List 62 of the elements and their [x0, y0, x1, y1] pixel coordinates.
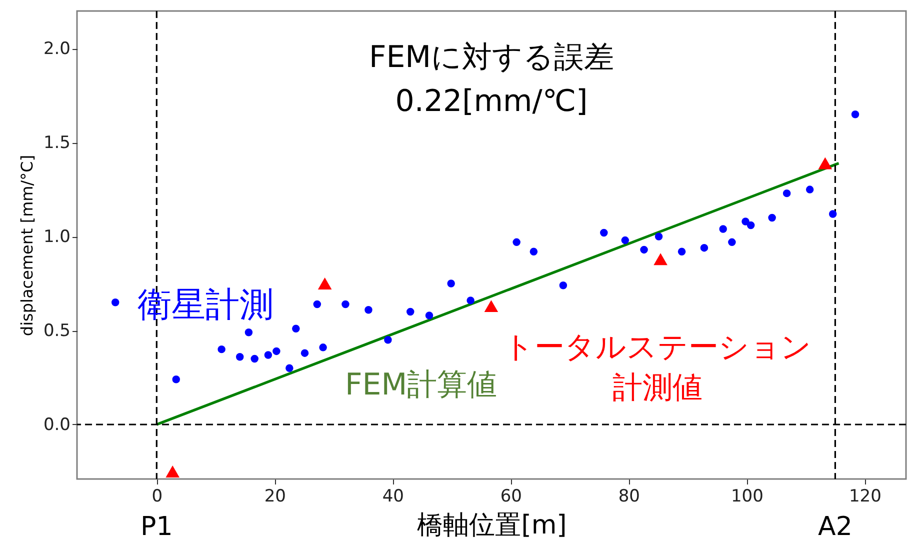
y-tick-label: 1.0 [43, 227, 70, 248]
point [319, 344, 327, 352]
point [244, 328, 253, 336]
x-tick-label: 20 [264, 486, 286, 506]
point [447, 280, 455, 288]
point [782, 189, 791, 198]
y-tick-label: 0.0 [43, 414, 70, 435]
point [425, 312, 434, 320]
point [621, 236, 630, 244]
point [300, 349, 309, 357]
point [313, 300, 322, 308]
point [292, 324, 300, 333]
point [364, 306, 372, 314]
point [111, 298, 120, 306]
point [530, 248, 538, 256]
x-axis-title: 橋軸位置[m] [417, 510, 567, 540]
point [654, 232, 663, 240]
point [384, 336, 392, 344]
point [828, 210, 837, 218]
point [806, 186, 814, 194]
x-tick-label: 0 [152, 486, 163, 506]
x-tick-label: 80 [618, 486, 640, 506]
point [286, 364, 294, 372]
y-axis-title: displacement [mm/°C] [17, 154, 36, 336]
x-tick-label: 120 [848, 486, 882, 506]
ref-line-label: P1 [140, 512, 173, 542]
point [272, 347, 280, 356]
x-tick-label: 100 [730, 486, 764, 506]
point [264, 351, 272, 359]
point [342, 300, 350, 308]
point [466, 296, 474, 304]
point [166, 466, 180, 478]
point [678, 248, 686, 256]
series-label: トータルステーション計測値 [503, 330, 812, 406]
point [728, 238, 736, 246]
y-tick-label: 2.0 [43, 39, 70, 60]
series-label: FEM計算値 [344, 367, 498, 402]
point [406, 308, 414, 316]
point [640, 246, 648, 254]
point [700, 244, 708, 252]
point [768, 214, 776, 222]
point [218, 345, 226, 354]
point [250, 354, 258, 363]
point [318, 278, 332, 290]
point [746, 221, 755, 230]
point [600, 228, 608, 237]
point [818, 157, 832, 170]
point [719, 225, 727, 233]
point [851, 110, 860, 118]
y-tick-label: 0.5 [43, 321, 70, 342]
x-tick-label: 40 [382, 486, 404, 506]
point [654, 253, 668, 266]
point [512, 238, 520, 246]
series-label: 衛星計測 [137, 284, 274, 325]
ref-line-label: A2 [818, 512, 852, 542]
point [559, 282, 568, 290]
point [484, 300, 498, 312]
x-tick-label: 60 [500, 486, 522, 506]
point [172, 376, 180, 384]
y-tick-label: 1.5 [43, 133, 70, 154]
point [236, 352, 244, 361]
annotation: FEMに対する誤差 0.22[mm/℃] [368, 40, 614, 119]
